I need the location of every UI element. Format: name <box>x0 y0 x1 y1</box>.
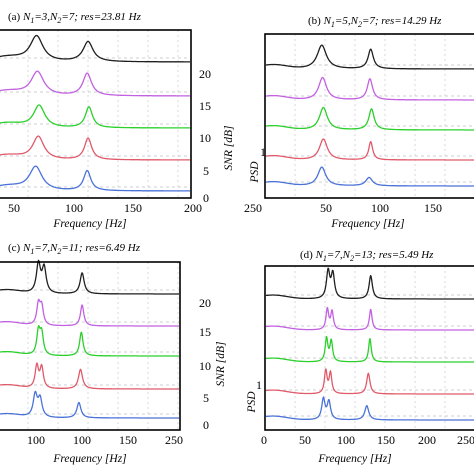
x-tick: 50 <box>8 201 20 215</box>
series-line <box>265 106 474 131</box>
x-tick: 0 <box>261 433 267 447</box>
panel-d-psd-tick: 1 <box>256 378 262 392</box>
panel-b-psd-tick: 1 <box>260 145 266 159</box>
series-line <box>0 325 180 357</box>
panel-b-x-ticks: 50 100 150 200 <box>320 201 442 215</box>
x-tick: 100 <box>337 433 355 447</box>
series-line <box>0 298 180 327</box>
series-line <box>0 135 191 161</box>
snr-tick: 0 <box>203 191 209 205</box>
panel-c-xlabel: Frequency [Hz] <box>52 453 126 465</box>
series-line <box>265 76 474 101</box>
snr-tick: 20 <box>199 67 211 81</box>
x-tick: 100 <box>27 433 45 447</box>
x-tick: 100 <box>371 201 389 215</box>
x-tick: 100 <box>65 201 83 215</box>
series-line <box>265 138 474 161</box>
plot-frame <box>264 265 474 431</box>
panel-a-snr-ticks: 0 5 10 15 20 <box>199 67 211 205</box>
panel-a-xlabel: Frequency [Hz] <box>52 218 126 230</box>
x-tick: 150 <box>424 201 442 215</box>
x-tick: 150 <box>124 201 142 215</box>
snr-tick: 5 <box>203 391 209 405</box>
snr-tick: 10 <box>199 359 211 373</box>
panel-b-xlabel: Frequency [Hz] <box>330 218 404 230</box>
panel-b-plot <box>264 33 474 199</box>
series-line <box>0 165 191 192</box>
series-line <box>0 390 180 419</box>
x-tick: 150 <box>119 433 137 447</box>
series-line <box>0 70 191 97</box>
series-line <box>265 166 474 187</box>
panel-c-title: (c) N1=7,N2=11; res=6.49 Hz <box>8 242 141 256</box>
plot-frame <box>264 33 474 199</box>
x-tick: 250 <box>244 201 262 215</box>
x-tick: 100 <box>73 433 91 447</box>
panel-d-xlabel: Frequency [Hz] <box>317 453 391 465</box>
x-tick: 50 <box>299 433 311 447</box>
panel-a-plot <box>0 29 192 199</box>
panel-d-title: (d) N1=7,N2=13; res=5.49 Hz <box>300 249 434 263</box>
series-line <box>265 368 474 395</box>
series-line <box>0 34 191 63</box>
panel-d-ylabel: PSD <box>246 391 258 414</box>
snr-tick: 10 <box>199 131 211 145</box>
panel-c-x-ticks: 100 100 150 250 <box>27 433 183 447</box>
panel-b-title: (b) N1=5,N2=7; res=14.29 Hz <box>308 15 442 29</box>
panel-a-x-ticks: 50 100 150 200 250 <box>8 201 262 215</box>
snr-tick: 15 <box>199 99 211 113</box>
panel-a-ylabel: SNR [dB] <box>223 125 235 170</box>
panel-a-title: (a) N1=3,N2=7; res=23.81 Hz <box>8 11 142 25</box>
x-tick: 200 <box>418 433 436 447</box>
x-tick: 50 <box>320 201 332 215</box>
plot-frame <box>0 261 181 431</box>
series-line <box>265 44 474 70</box>
plot-frame <box>0 29 192 199</box>
snr-tick: 5 <box>203 164 209 178</box>
x-tick: 150 <box>377 433 395 447</box>
series-line <box>265 335 474 363</box>
x-tick: 200 <box>184 201 202 215</box>
series-line <box>265 306 474 331</box>
series-line <box>265 396 474 421</box>
panel-d-x-ticks: 0 50 100 150 200 250 <box>261 433 474 447</box>
x-tick: 250 <box>165 433 183 447</box>
snr-tick: 20 <box>199 296 211 310</box>
panel-d-plot <box>264 265 474 431</box>
series-line <box>0 362 180 390</box>
snr-tick: 15 <box>199 325 211 339</box>
series-line <box>0 104 191 129</box>
series-line <box>265 267 474 300</box>
x-tick: 250 <box>457 433 474 447</box>
panel-b-ylabel: PSD <box>249 161 261 184</box>
series-line <box>0 259 180 295</box>
panel-c-plot <box>0 259 181 431</box>
panel-c-snr-ticks: 20 15 10 5 0 <box>199 296 211 432</box>
panel-c-ylabel: SNR [dB] <box>215 341 227 386</box>
snr-tick: 0 <box>203 418 209 432</box>
